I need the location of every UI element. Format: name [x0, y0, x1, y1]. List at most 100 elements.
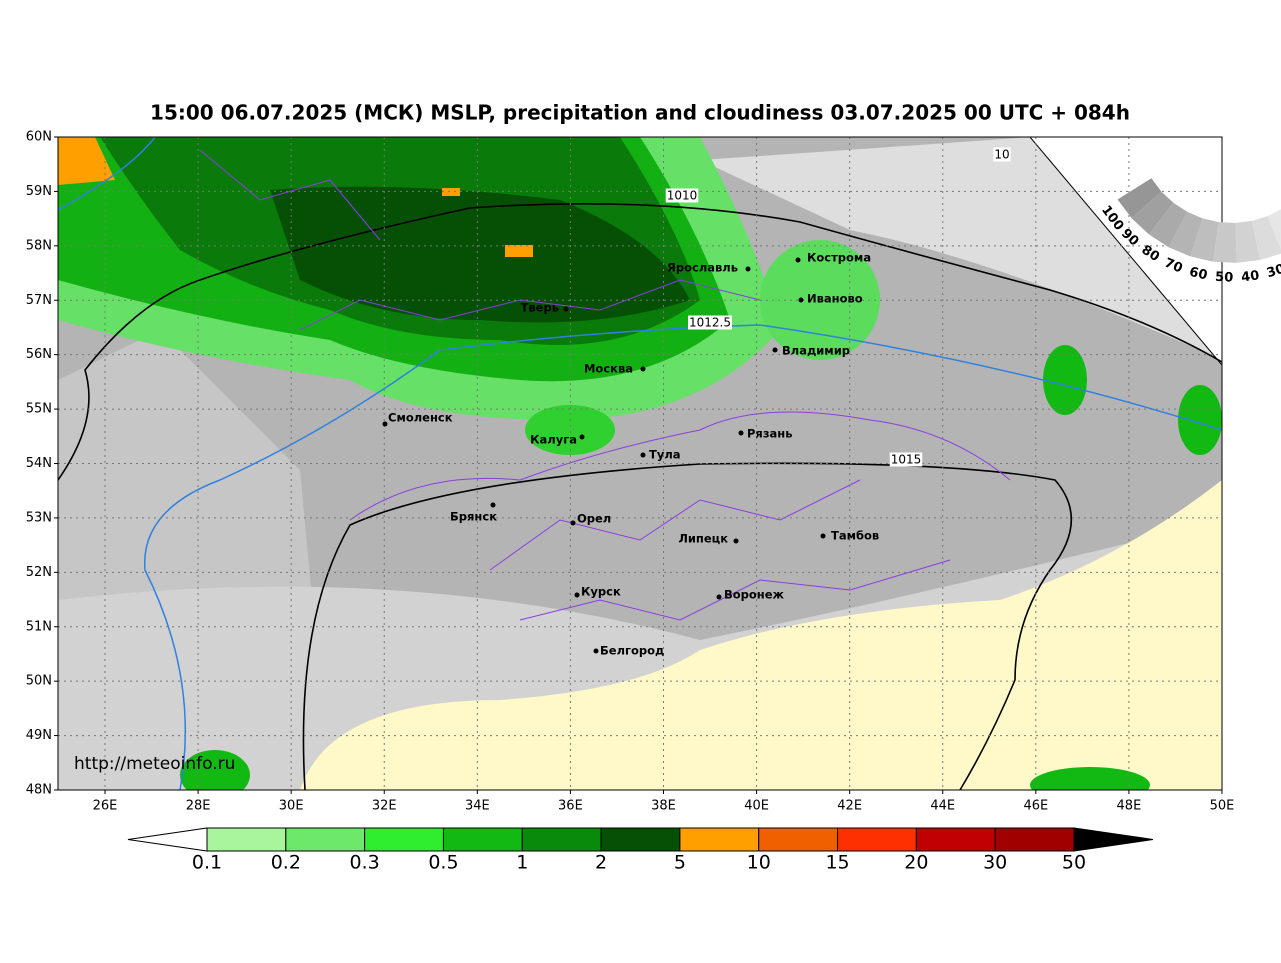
colorbar-cell [758, 827, 839, 852]
cloud-scale-sector [1168, 211, 1203, 257]
city-dot [738, 430, 744, 436]
city-dot [563, 306, 569, 312]
colorbar-label: 20 [904, 852, 928, 874]
colorbar-cell [364, 827, 444, 852]
precip-blob [1178, 385, 1222, 455]
lat-label: 54N [26, 456, 52, 471]
lat-label: 51N [26, 619, 52, 634]
overlays: 60N 59N 58N 57N 56N 55N 54N 53N 52N 51N 50N 49N 48N 2… [26, 130, 1281, 874]
lon-label: 32E [372, 799, 397, 814]
colorbar-label: 15 [825, 852, 849, 874]
cloud-scale-label: 70 [1162, 256, 1185, 277]
lon-label: 30E [279, 799, 304, 814]
lat-label: 56N [26, 347, 52, 362]
isobar [58, 202, 1222, 481]
city-dot [640, 452, 646, 458]
city-label: Белгород [600, 644, 664, 658]
cloud-scale-label: 30 [1265, 262, 1281, 282]
city-dot [795, 257, 801, 263]
scale-border [1029, 137, 1222, 366]
city-dot [733, 538, 739, 544]
precip-4 [270, 186, 690, 323]
lat-label: 55N [26, 402, 52, 417]
cloud-scale-label: 50 [1215, 270, 1234, 286]
cloud-scale-label: 40 [1240, 268, 1260, 285]
cloud-scale-sector [1213, 222, 1237, 263]
city-label: Москва [584, 362, 633, 376]
city-label: Рязань [747, 427, 792, 441]
cloud-scale-label: 60 [1188, 265, 1209, 284]
precip-heavy [58, 137, 115, 185]
colorbar-cell [915, 827, 996, 852]
isobar-label-bg [889, 452, 923, 467]
lon-label: 28E [186, 799, 211, 814]
clear-sky [300, 480, 1222, 790]
colorbar-cell [994, 827, 1075, 852]
city-dot [640, 366, 646, 372]
precip-heavy [505, 245, 533, 257]
city-label: Воронеж [724, 588, 785, 602]
city-dot [772, 347, 778, 353]
lon-label: 26E [93, 799, 118, 814]
lon-label: 40E [744, 799, 769, 814]
isobar-label: 1010 [667, 189, 698, 203]
isobar [58, 137, 156, 211]
colorbar-label: 30 [983, 852, 1007, 874]
city-label: Брянск [450, 510, 497, 524]
lat-label: 53N [26, 510, 52, 525]
colorbar-label: 0.5 [428, 852, 458, 874]
city-dot [570, 520, 576, 526]
lat-label: 49N [26, 728, 52, 743]
region-border [199, 149, 1011, 621]
city-dot [820, 533, 826, 539]
precip-blob [525, 405, 615, 455]
colorbar-cell [206, 827, 287, 852]
city-label: Липецк [678, 532, 728, 546]
colorbar-label: 0.3 [350, 852, 380, 874]
colorbar-label: 0.1 [192, 852, 222, 874]
city-label: Тамбов [831, 529, 879, 543]
isobar [144, 324, 1222, 790]
colorbar-extend [127, 827, 208, 852]
cloud-scale-sector [1117, 178, 1162, 219]
city-label: Орел [577, 512, 611, 526]
cloud-scale-sector [1251, 216, 1281, 260]
lat-label: 58N [26, 238, 52, 253]
map-area [58, 137, 1222, 790]
lon-label: 46E [1023, 799, 1048, 814]
lat-label: 48N [26, 783, 52, 798]
city-dot [745, 266, 751, 272]
isobar-label-bg [688, 315, 732, 330]
city-label: Курск [581, 585, 621, 599]
colorbar-label: 2 [595, 852, 607, 874]
colorbar-label: 0.2 [271, 852, 301, 874]
cloud-scale-sector [1131, 191, 1174, 235]
title: 15:00 06.07.2025 (МСК) MSLP, precipitati… [150, 101, 1130, 125]
city-dot [798, 297, 804, 303]
city-dot [490, 502, 496, 508]
colorbar-label: 1 [516, 852, 528, 874]
city-label: Смоленск [388, 411, 453, 425]
city-dot [579, 434, 585, 440]
cloud-scale-sector [1148, 202, 1188, 248]
isobar-label-bg [665, 188, 699, 203]
cloud-scale-sector [1235, 220, 1261, 263]
lon-label: 36E [558, 799, 583, 814]
colorbar-cell [679, 827, 760, 852]
cloud-scale-sector [1190, 218, 1219, 262]
colorbar-label: 10 [747, 852, 771, 874]
grid [58, 137, 1222, 790]
colorbar-cell [521, 827, 602, 852]
colorbar-cell [837, 827, 917, 852]
lat-label: 50N [26, 674, 52, 689]
colorbar-cell [600, 827, 681, 852]
precip-heavy [442, 188, 460, 196]
city-label: Кострома [807, 251, 871, 265]
lat-label: 57N [26, 293, 52, 308]
url: http://meteoinfo.ru [74, 754, 235, 774]
isobar-label: 1015 [891, 453, 922, 467]
city-label: Ярославль [667, 261, 738, 275]
isobar-label-bg [993, 147, 1011, 162]
lon-label: 50E [1210, 799, 1235, 814]
